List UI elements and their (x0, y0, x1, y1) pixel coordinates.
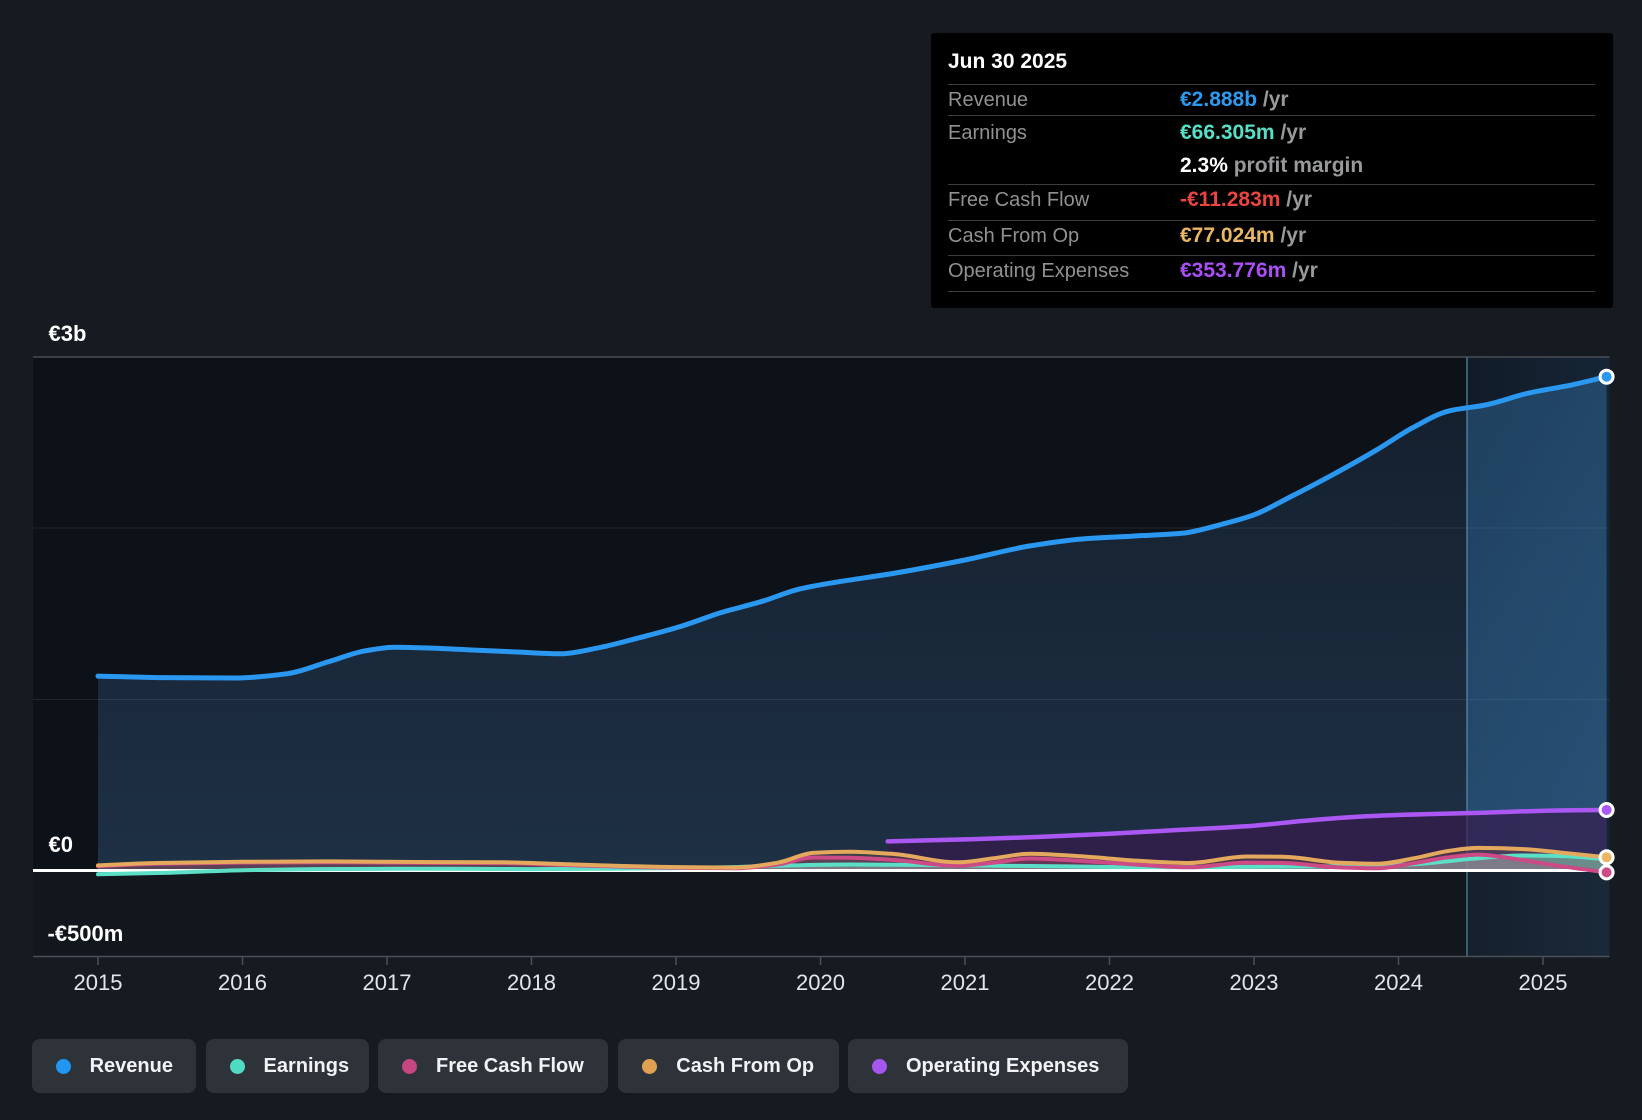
svg-text:€0: €0 (49, 832, 73, 857)
svg-text:2018: 2018 (507, 970, 556, 995)
svg-text:2023: 2023 (1230, 970, 1279, 995)
svg-text:2020: 2020 (796, 970, 845, 995)
svg-text:€3b: €3b (49, 321, 87, 346)
svg-text:2024: 2024 (1374, 970, 1423, 995)
svg-text:2025: 2025 (1519, 970, 1568, 995)
svg-text:2017: 2017 (363, 970, 412, 995)
svg-text:2019: 2019 (652, 970, 701, 995)
svg-text:2021: 2021 (941, 970, 990, 995)
svg-text:2016: 2016 (218, 970, 267, 995)
svg-text:2022: 2022 (1085, 970, 1134, 995)
svg-text:2015: 2015 (74, 970, 123, 995)
svg-text:-€500m: -€500m (48, 921, 124, 946)
